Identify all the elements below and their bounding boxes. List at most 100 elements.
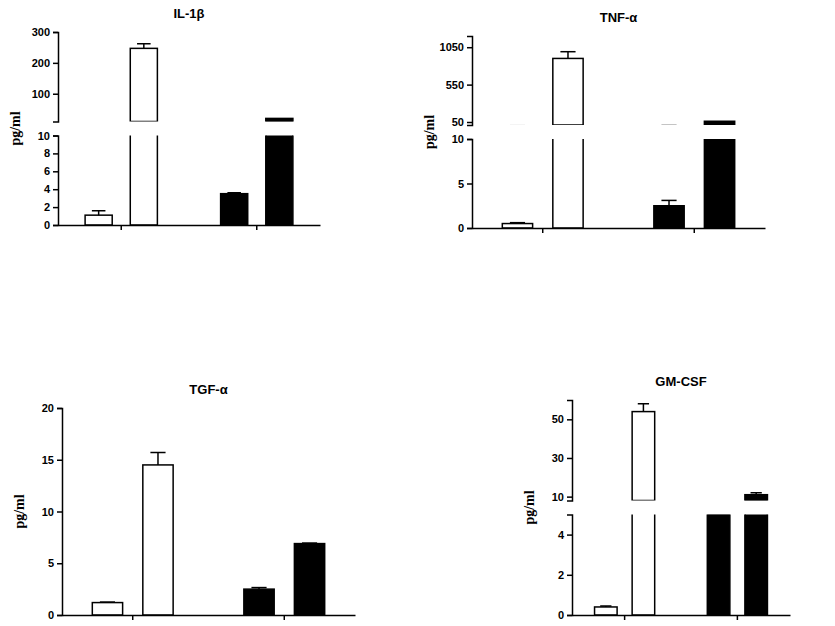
error-bar xyxy=(100,602,115,604)
error-cap xyxy=(510,222,525,224)
tick-mark xyxy=(53,63,58,65)
axis-line xyxy=(567,515,573,616)
error-cap xyxy=(150,452,165,454)
tick: 50 xyxy=(552,413,572,425)
panel: 0510505501050TNF-αpg/ml xyxy=(422,0,766,234)
tick-mark xyxy=(53,153,58,155)
bar xyxy=(266,118,293,121)
tick-label: 10 xyxy=(552,491,564,503)
error-cap xyxy=(251,587,266,589)
error-cap xyxy=(100,601,115,603)
tick-label: 0 xyxy=(458,222,464,234)
tick-mark xyxy=(57,615,62,617)
bar xyxy=(632,515,655,616)
plot-area xyxy=(600,404,767,501)
error-cap xyxy=(510,125,525,126)
tick: 10 xyxy=(552,491,572,503)
figure: 0246810100200300IL-1βpg/ml0510505501050T… xyxy=(0,0,835,626)
y-axis: 10 30 50 xyxy=(552,401,573,503)
y-axis-label: pg/ml xyxy=(12,494,27,528)
tick-label: 10 xyxy=(38,130,50,142)
tick-label: 550 xyxy=(446,79,464,91)
tick-label: 0 xyxy=(48,609,54,621)
tick: 15 xyxy=(42,454,62,466)
tick-mark xyxy=(467,47,472,49)
tick-label: 30 xyxy=(552,452,564,464)
tick-label: 10 xyxy=(452,133,464,145)
tick: 6 xyxy=(44,165,58,177)
title: GM-CSF xyxy=(655,374,706,389)
tick: 4 xyxy=(44,183,58,195)
error-stem xyxy=(157,453,159,465)
tick-mark xyxy=(467,84,472,86)
tick-label: 2 xyxy=(44,201,50,213)
tick-label: 10 xyxy=(42,506,54,518)
tick-mark xyxy=(467,122,472,124)
plot-area xyxy=(510,52,735,125)
plot-area xyxy=(85,136,293,226)
plot-area xyxy=(92,44,293,122)
bar xyxy=(707,500,730,501)
axis-line xyxy=(63,615,356,617)
bar xyxy=(294,544,324,615)
axis-line xyxy=(59,225,321,227)
error-cap xyxy=(302,542,317,544)
error-bar xyxy=(661,200,676,205)
tick-mark xyxy=(567,496,572,498)
tick-label: 6 xyxy=(44,165,50,177)
bar xyxy=(85,215,112,225)
tick: 30 xyxy=(552,452,572,464)
axis-line xyxy=(467,37,473,126)
y-axis: 100 200 300 xyxy=(32,26,59,122)
panel: 024103050GM-CSFpg/ml xyxy=(522,0,791,621)
error-bar xyxy=(302,543,317,545)
tick-label: 5 xyxy=(48,557,54,569)
tick-label: 100 xyxy=(32,88,50,100)
tick-label: 4 xyxy=(44,183,51,195)
tick-mark xyxy=(567,458,572,460)
tick: 4 xyxy=(558,529,572,541)
error-cap xyxy=(638,403,649,405)
tick: 10 xyxy=(452,133,472,145)
title: TNF-α xyxy=(600,10,638,25)
bar xyxy=(595,607,618,615)
tick: 300 xyxy=(32,26,58,38)
tick-mark xyxy=(53,135,58,137)
plot-area xyxy=(502,139,734,228)
tick-mark xyxy=(57,511,62,513)
tick-label: 50 xyxy=(552,413,564,425)
axis-line xyxy=(53,136,59,226)
tick: 20 xyxy=(42,402,62,414)
error-cap xyxy=(661,125,676,126)
error-bar xyxy=(638,404,649,412)
tick: 200 xyxy=(32,57,58,69)
bar xyxy=(143,465,173,615)
bar xyxy=(704,139,734,228)
x-axis xyxy=(473,228,766,229)
plot-area xyxy=(595,515,768,616)
bar xyxy=(266,136,293,226)
tick-label: 2 xyxy=(558,569,564,581)
y-axis: 505501050 xyxy=(440,37,473,129)
tick-label: 20 xyxy=(42,402,54,414)
y-axis: 0 5 10 15 20 xyxy=(42,402,63,621)
error-stem xyxy=(567,52,569,59)
y-axis: 0510 xyxy=(452,133,473,234)
bar xyxy=(85,121,112,122)
tick-label: 300 xyxy=(32,26,50,38)
error-bar xyxy=(510,222,525,224)
axis-line xyxy=(567,401,573,502)
panel: 05101520TGF-αpg/ml xyxy=(12,382,356,621)
tick-label: 0 xyxy=(558,609,564,621)
tick-label: 15 xyxy=(42,454,54,466)
tick: 100 xyxy=(32,88,58,100)
tick-mark xyxy=(567,615,572,617)
bar xyxy=(553,139,583,228)
bar xyxy=(654,206,684,228)
error-cap xyxy=(227,192,241,194)
tick: 0 xyxy=(458,222,472,234)
error-cap xyxy=(560,51,575,53)
error-bar xyxy=(600,606,611,607)
x-axis xyxy=(63,615,356,616)
plot-area xyxy=(92,453,324,615)
